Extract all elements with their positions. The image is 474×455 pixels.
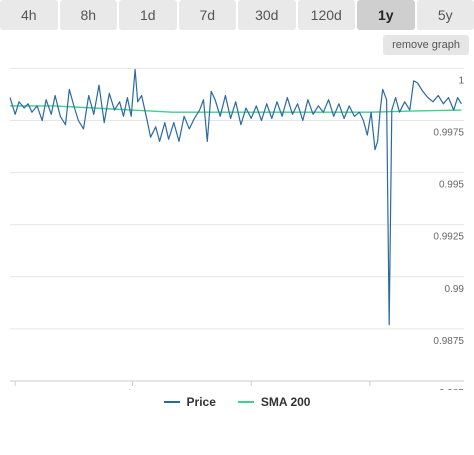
y-tick-label: 1 bbox=[458, 75, 464, 86]
y-tick-label: 0.985 bbox=[439, 388, 464, 390]
series-line-sma-200 bbox=[10, 105, 462, 113]
range-tab-4h[interactable]: 4h bbox=[0, 0, 58, 30]
legend-label: Price bbox=[186, 395, 216, 409]
range-tabs: 4h 8h 1d 7d 30d 120d 1y 5y bbox=[0, 0, 474, 30]
y-tick-label: 0.9975 bbox=[433, 128, 464, 139]
range-tab-1y[interactable]: 1y bbox=[357, 0, 415, 30]
x-tick-label: Apr '25 bbox=[0, 389, 31, 390]
remove-graph-button[interactable]: remove graph bbox=[383, 35, 469, 55]
legend-item-sma-200[interactable]: SMA 200 bbox=[237, 395, 311, 409]
legend-swatch bbox=[237, 401, 254, 403]
x-tick-label: Oct '25 bbox=[236, 389, 268, 390]
range-tab-7d[interactable]: 7d bbox=[178, 0, 236, 30]
y-tick-label: 0.995 bbox=[439, 180, 464, 191]
legend-swatch bbox=[163, 401, 180, 403]
price-chart: 1 0.9975 0.995 0.9925 0.99 0.9875 0.985 Apr '25… bbox=[0, 67, 465, 390]
range-tab-120d[interactable]: 120d bbox=[297, 0, 355, 30]
range-tab-8h[interactable]: 8h bbox=[59, 0, 117, 30]
range-tab-1d[interactable]: 1d bbox=[119, 0, 177, 30]
series-line-price bbox=[9, 68, 462, 326]
y-tick-label: 0.9925 bbox=[433, 232, 464, 243]
y-tick-label: 0.9875 bbox=[433, 336, 464, 347]
y-tick-label: 0.99 bbox=[445, 284, 465, 295]
x-tick-label: Jan '26 bbox=[354, 389, 386, 390]
range-tab-30d[interactable]: 30d bbox=[238, 0, 296, 30]
range-tab-5y[interactable]: 5y bbox=[416, 0, 474, 30]
legend: Price SMA 200 bbox=[0, 392, 474, 412]
legend-item-price[interactable]: Price bbox=[163, 395, 216, 409]
legend-label: SMA 200 bbox=[260, 395, 311, 409]
x-tick-label: Jul '25 bbox=[118, 389, 147, 390]
